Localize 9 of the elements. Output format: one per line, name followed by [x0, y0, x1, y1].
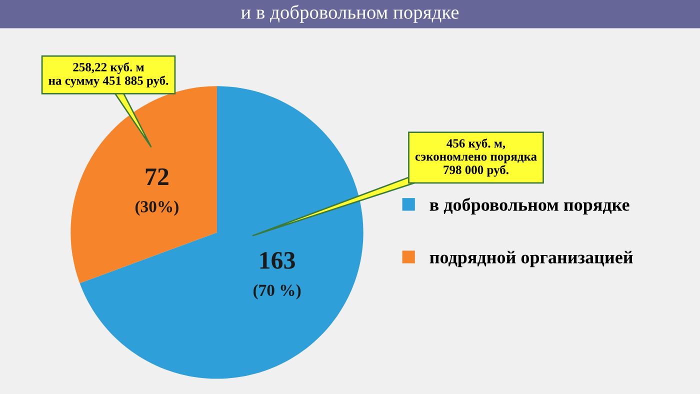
- chart-title: и в добровольном порядке: [241, 4, 459, 23]
- text: 258,22 куб. м на сумму 451 885 руб.: [48, 62, 168, 88]
- data-label: 72 (30%): [135, 168, 178, 216]
- data-label: 163 (70 %): [253, 252, 301, 300]
- text: 456 куб. м, сэкономлено порядка 798 000 руб.: [415, 138, 537, 177]
- pie-slice: [80, 86, 364, 379]
- legend-label: в добровольном порядке: [430, 198, 630, 215]
- legend-label: подрядной организацией: [430, 250, 633, 268]
- pie-slice: [70, 86, 217, 284]
